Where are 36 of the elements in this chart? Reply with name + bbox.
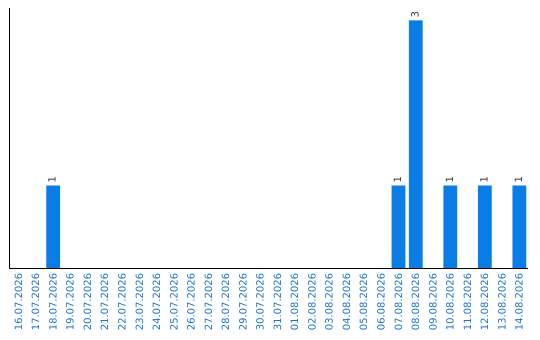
x-tick-label: 14.08.2026 bbox=[514, 273, 526, 330]
x-tick-label: 05.08.2026 bbox=[359, 273, 370, 330]
x-tick-label: 11.08.2026 bbox=[462, 273, 474, 330]
x-tick-label: 07.08.2026 bbox=[394, 273, 405, 330]
x-tick-label: 30.07.2026 bbox=[256, 273, 267, 330]
x-tick-label: 19.07.2026 bbox=[66, 273, 77, 330]
data-label: 1 bbox=[479, 176, 490, 182]
x-tick-label: 08.08.2026 bbox=[411, 273, 422, 330]
x-tick-label: 17.07.2026 bbox=[31, 273, 42, 330]
x-tick-label: 10.08.2026 bbox=[446, 273, 457, 330]
x-tick-label: 12.08.2026 bbox=[480, 273, 492, 330]
x-tick-label: 22.07.2026 bbox=[117, 273, 128, 330]
x-tick-label: 28.07.2026 bbox=[221, 273, 232, 330]
x-tick-label: 04.08.2026 bbox=[342, 273, 353, 330]
x-tick-label: 24.07.2026 bbox=[152, 273, 164, 330]
data-label: 1 bbox=[393, 176, 404, 182]
x-tick-label: 06.08.2026 bbox=[376, 273, 388, 330]
x-tick-label: 29.07.2026 bbox=[238, 273, 250, 330]
x-tick-label: 09.08.2026 bbox=[428, 273, 440, 330]
data-label: 1 bbox=[514, 176, 525, 182]
x-tick-label: 01.08.2026 bbox=[290, 273, 302, 330]
x-tick-label: 26.07.2026 bbox=[186, 273, 198, 330]
x-tick-label: 18.07.2026 bbox=[48, 273, 60, 330]
x-tick-label: 27.07.2026 bbox=[204, 273, 215, 330]
x-tick-label: 16.07.2026 bbox=[14, 273, 25, 330]
data-label: 1 bbox=[444, 176, 456, 182]
x-tick-label: 03.08.2026 bbox=[324, 273, 336, 330]
x-tick-label: 20.07.2026 bbox=[82, 273, 94, 330]
x-tick-label: 13.08.2026 bbox=[497, 273, 508, 330]
data-label: 1 bbox=[48, 176, 59, 182]
x-tick-label: 25.07.2026 bbox=[169, 273, 180, 330]
x-tick-label: 02.08.2026 bbox=[307, 273, 318, 330]
x-tick-label: 31.07.2026 bbox=[272, 273, 284, 330]
data-label: 3 bbox=[410, 11, 422, 18]
x-tick-label: 23.07.2026 bbox=[134, 273, 146, 330]
x-tick-label: 21.07.2026 bbox=[100, 273, 112, 330]
